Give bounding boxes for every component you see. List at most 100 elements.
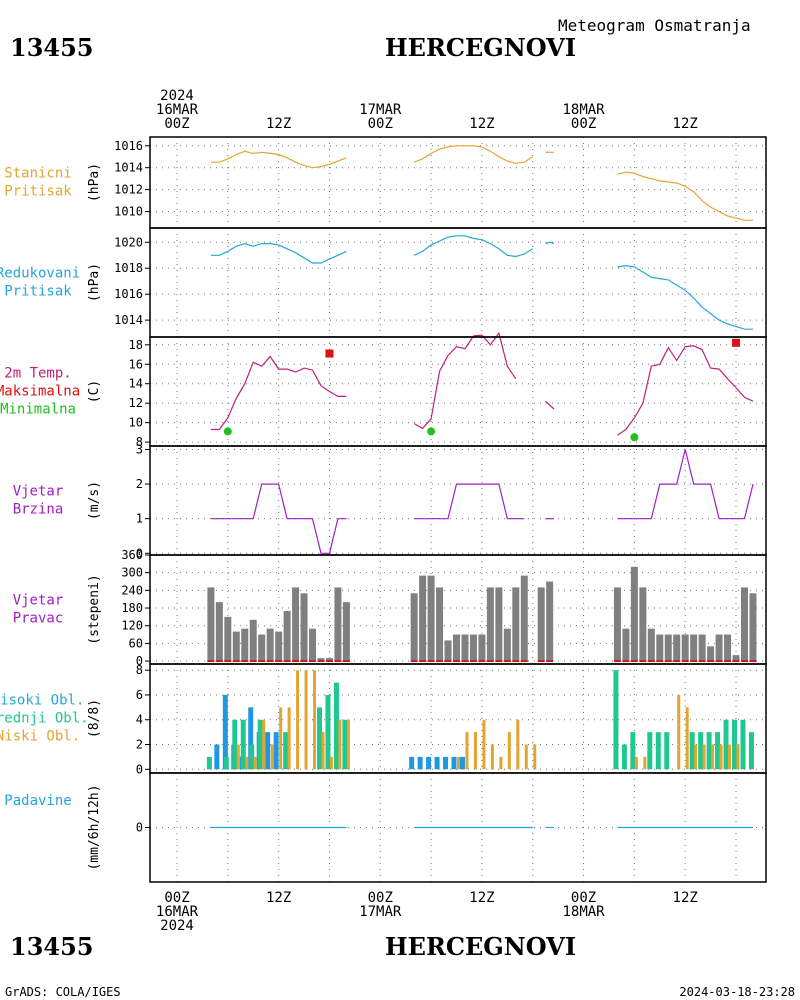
y-tick-label: 1010: [114, 205, 143, 219]
wind-direction-bar: [749, 593, 757, 662]
wind-direction-bar: [740, 587, 748, 662]
cloud-bar-teal: [283, 732, 289, 770]
wind-direction-baseline: [342, 660, 350, 663]
wind-direction-baseline: [292, 660, 300, 663]
wind-direction-bar: [266, 628, 274, 662]
wind-direction-bar: [258, 634, 266, 662]
panel-cloud_cover: 0 2 4 6 8 (8/8)Visoki Obl. Srednji Obl. Niski O…: [0, 663, 767, 776]
data-line-station_pressure: [413, 145, 534, 164]
cloud-bar-teal: [223, 756, 229, 770]
wind-direction-baseline: [275, 660, 283, 663]
y-tick-label: 2: [136, 477, 143, 491]
cloud-bar-teal: [740, 719, 746, 770]
wind-direction-baseline: [469, 660, 477, 663]
panel-label: Stanicni: [4, 166, 71, 182]
cloud-bar-orange: [279, 707, 283, 770]
cloud-bar-blue: [222, 694, 228, 770]
wind-direction-bar: [715, 634, 723, 662]
wind-direction-baseline: [258, 660, 266, 663]
wind-direction-bar: [436, 587, 444, 662]
wind-direction-bar: [215, 602, 223, 662]
data-line-temperature: [544, 400, 555, 410]
data-line-reduced_pressure: [413, 235, 534, 258]
cloud-bar-orange: [304, 670, 308, 770]
series-station_pressure-0: [210, 145, 753, 221]
panel-label: Redukovani: [0, 266, 80, 282]
wind-direction-baseline: [613, 660, 621, 663]
wind-direction-baseline: [732, 660, 740, 663]
wind-direction-bar: [419, 575, 427, 662]
panel-label: Pritisak: [4, 284, 72, 300]
wind-direction-bar: [444, 640, 452, 662]
wind-direction-bar: [732, 655, 740, 662]
wind-direction-bar: [232, 631, 240, 662]
wind-direction-baseline: [647, 660, 655, 663]
wind-direction-bar: [410, 593, 418, 662]
footer-station-name: HERCEGNOVI: [385, 932, 576, 961]
wind-direction-bar: [241, 628, 249, 662]
panel-label: Brzina: [13, 502, 64, 518]
wind-direction-bar: [275, 631, 283, 662]
wind-direction-bar: [249, 619, 257, 662]
y-tick-label: 2: [136, 738, 143, 752]
y-tick-label: 3: [136, 442, 143, 456]
time-tick-label: 00Z: [368, 116, 393, 132]
marker-maksimalna: [325, 349, 334, 358]
panel-label: Niski Obl.: [0, 729, 80, 745]
time-tick-label: 12Z: [266, 116, 291, 132]
wind-direction-baseline: [495, 660, 503, 663]
cloud-bar-blue: [451, 756, 457, 770]
y-tick-label: 0: [136, 762, 143, 776]
panel-station_pressure: 1010 1012 1014 1016 (hPa) Stanicni Pritisak: [4, 136, 767, 229]
wind-direction-baseline: [503, 660, 511, 663]
wind-direction-baseline: [478, 660, 486, 663]
cloud-bar-orange: [490, 744, 494, 770]
wind-direction-baseline: [461, 660, 469, 663]
data-line-station_pressure: [617, 171, 753, 221]
wind-direction-bar: [546, 581, 554, 662]
y-tick-label: 0: [136, 546, 143, 560]
cloud-bar-teal: [613, 670, 619, 770]
time-tick-label: 00Z: [164, 116, 189, 132]
wind-direction-bar: [283, 610, 291, 662]
y-tick-label: 8: [136, 435, 143, 449]
cloud-bar-orange: [270, 744, 274, 770]
wind-direction-bar: [724, 634, 732, 662]
cloud-bar-orange: [245, 756, 249, 770]
wind-direction-baseline: [690, 660, 698, 663]
cloud-bar-orange: [516, 719, 520, 770]
panel-label: Minimalna: [0, 402, 76, 418]
time-tick-label: 17MAR: [359, 904, 402, 920]
cloud-bar-teal: [325, 694, 331, 770]
wind-direction-bar: [707, 646, 715, 662]
marker-minimalna: [223, 427, 232, 436]
wind-direction-bar: [461, 634, 469, 662]
wind-direction-baseline: [207, 660, 215, 663]
cloud-bar-blue: [248, 707, 254, 770]
cloud-bar-orange: [262, 719, 266, 770]
time-tick-label: 00Z: [368, 890, 393, 906]
wind-direction-baseline: [444, 660, 452, 663]
cloud-bar-teal: [647, 732, 653, 770]
panel-wind_direction: 0 60 120 180 240 300 360 (stepeni) Vjetar Pravac: [13, 548, 767, 668]
cloud-bar-orange: [482, 719, 486, 770]
panel-label: Pritisak: [4, 184, 72, 200]
time-tick-label: 00Z: [571, 116, 596, 132]
wind-direction-baseline: [249, 660, 257, 663]
cloud-bar-teal: [206, 756, 212, 770]
wind-direction-bar: [639, 587, 647, 662]
series-temperature-0: [210, 331, 754, 436]
wind-direction-bar: [325, 658, 333, 662]
wind-direction-bar: [622, 628, 630, 662]
wind-direction-baseline: [486, 660, 494, 663]
panel-label: Visoki Obl.: [0, 693, 84, 709]
cloud-bar-teal: [232, 719, 238, 770]
wind-direction-baseline: [283, 660, 291, 663]
wind-direction-baseline: [740, 660, 748, 663]
cloud-bar-orange: [499, 756, 503, 770]
time-tick-label: 12Z: [266, 890, 291, 906]
cloud-bar-teal: [333, 682, 339, 770]
cloud-bar-blue: [214, 744, 220, 770]
wind-direction-baseline: [622, 660, 630, 663]
